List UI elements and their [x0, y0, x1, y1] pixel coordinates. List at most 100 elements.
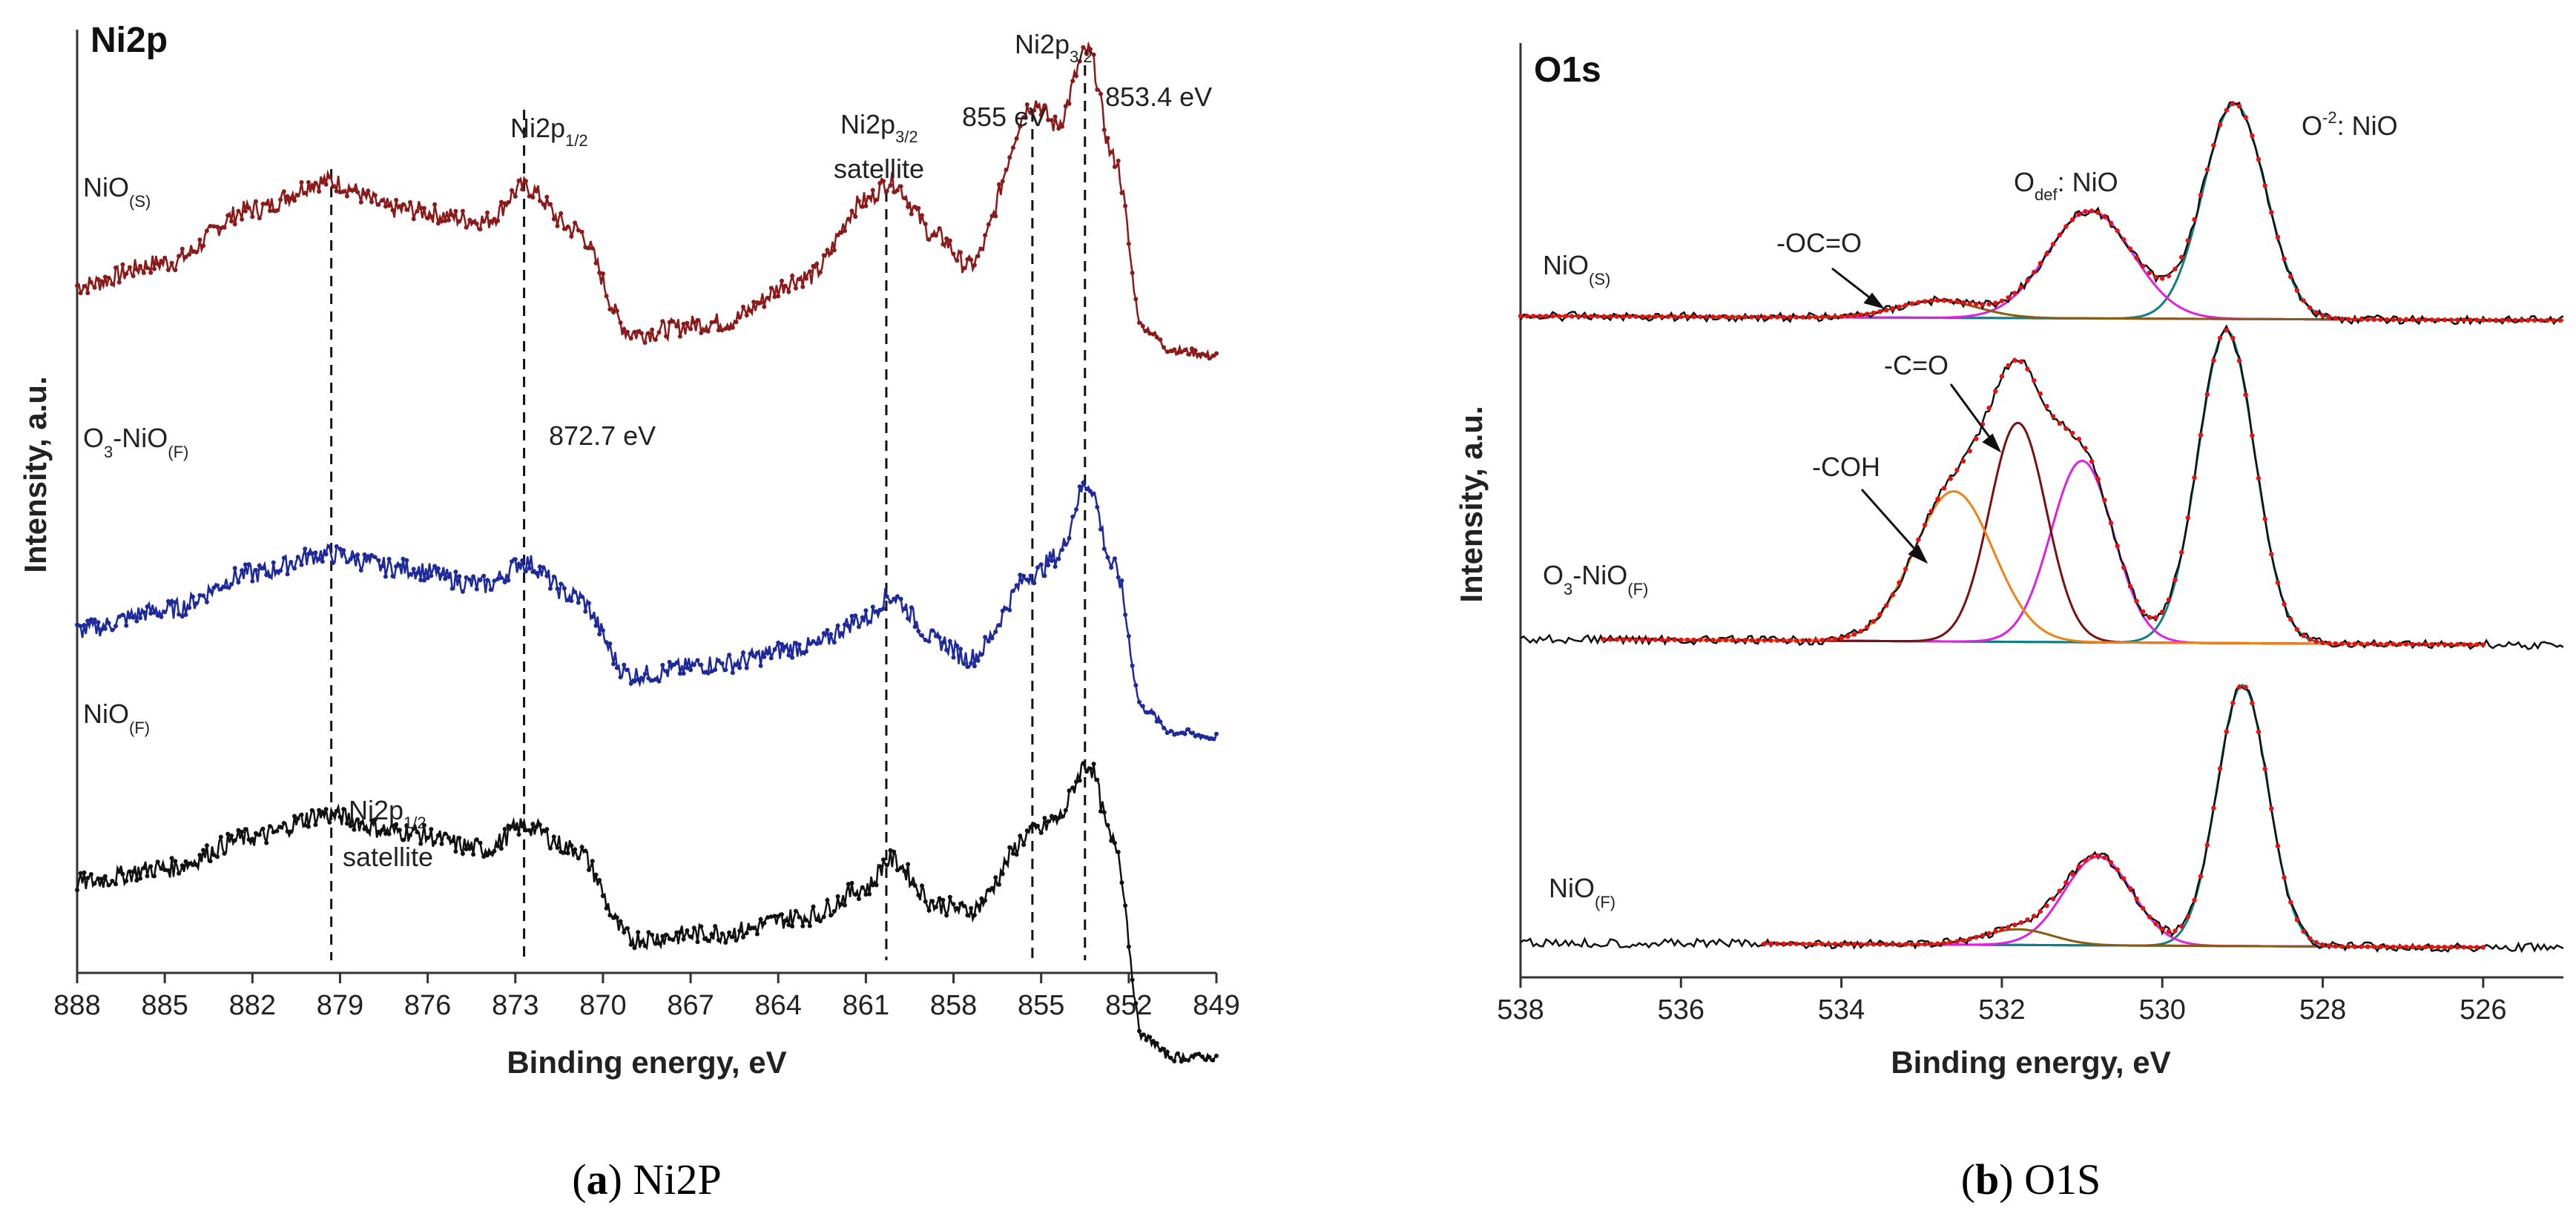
fit-point	[1582, 314, 1587, 319]
fit-point	[1646, 637, 1652, 642]
component-o-2-nio	[1521, 102, 2563, 322]
fit-point	[2436, 641, 2441, 647]
fit-point	[1967, 301, 1972, 306]
data-point	[664, 669, 668, 674]
data-point	[874, 882, 879, 888]
data-point	[622, 662, 627, 667]
data-point	[853, 214, 858, 219]
data-point	[1038, 831, 1044, 835]
fit-point	[2301, 633, 2306, 638]
fit-point	[1665, 637, 1671, 642]
data-point	[758, 300, 763, 306]
data-point	[895, 868, 900, 873]
data-point	[719, 328, 725, 333]
data-point	[776, 640, 781, 645]
data-point	[88, 872, 93, 877]
data-point	[1056, 126, 1061, 131]
data-point	[285, 829, 290, 834]
data-point	[786, 922, 791, 928]
data-point	[639, 331, 644, 336]
data-point	[849, 880, 854, 885]
data-point	[1112, 556, 1117, 561]
data-point	[1000, 871, 1005, 877]
fit-point	[2179, 549, 2184, 555]
data-point	[415, 208, 420, 214]
data-point	[208, 859, 213, 864]
annotation-ni2p12-satellite-line2: satellite	[343, 842, 433, 872]
data-point	[888, 599, 893, 604]
data-point	[334, 808, 339, 813]
fit-point	[2173, 928, 2178, 934]
data-point	[523, 828, 528, 833]
data-point	[1046, 117, 1051, 122]
fit-point	[2173, 266, 2178, 271]
data-point	[825, 897, 830, 902]
fit-point	[2211, 142, 2216, 148]
panel-b-series	[1518, 101, 2564, 954]
fit-point	[1960, 300, 1966, 306]
fit-point	[2551, 317, 2557, 323]
data-point	[825, 627, 830, 633]
data-point	[225, 585, 231, 590]
data-point	[1105, 136, 1110, 141]
data-point	[713, 667, 718, 673]
fit-point	[1788, 941, 1793, 947]
data-point	[846, 217, 851, 222]
data-point	[309, 183, 314, 188]
data-point	[372, 193, 378, 198]
data-point	[148, 270, 154, 275]
data-point	[898, 596, 903, 601]
data-point	[1098, 526, 1103, 532]
data-point	[457, 836, 462, 840]
data-point	[1004, 860, 1009, 865]
data-point	[1063, 542, 1068, 547]
data-point	[1070, 514, 1075, 519]
fit-point	[2494, 317, 2499, 323]
data-point	[274, 828, 280, 833]
data-point	[498, 575, 504, 581]
fit-point	[2269, 210, 2274, 215]
data-point	[892, 190, 897, 194]
data-point	[341, 807, 346, 812]
data-point	[870, 188, 875, 193]
data-point	[1168, 349, 1173, 354]
data-point	[510, 559, 514, 564]
data-point	[947, 894, 952, 899]
fit-point	[1601, 314, 1607, 319]
arrow-coh	[1860, 489, 1923, 557]
data-point	[201, 593, 206, 598]
data-point	[702, 328, 707, 333]
data-point	[993, 630, 998, 634]
data-point	[1179, 730, 1184, 736]
data-point	[831, 640, 837, 645]
data-point	[660, 934, 665, 939]
fit-point	[2500, 317, 2505, 323]
fit-point	[1736, 314, 1742, 320]
fit-point	[2313, 639, 2319, 644]
fit-point	[2179, 254, 2184, 260]
data-point	[1137, 1029, 1142, 1034]
fit-point	[2275, 843, 2281, 849]
data-point	[327, 820, 332, 825]
data-point	[1203, 735, 1208, 740]
data-point	[495, 843, 501, 848]
data-point	[579, 229, 584, 234]
data-point	[853, 892, 858, 897]
fit-point	[2250, 433, 2255, 438]
data-point	[204, 599, 209, 604]
fit-point	[1916, 942, 1921, 947]
data-point	[969, 661, 974, 666]
data-point	[1182, 348, 1187, 352]
fit-point	[2192, 475, 2197, 481]
data-point	[485, 210, 490, 215]
fit-point	[2102, 855, 2107, 860]
data-point	[537, 564, 542, 570]
data-point	[530, 570, 536, 575]
fit-point	[2480, 642, 2486, 647]
fit-point	[2243, 115, 2248, 120]
data-point	[674, 324, 679, 329]
fit-point	[2474, 945, 2480, 950]
data-point	[1074, 507, 1078, 512]
fit-point	[1768, 314, 1773, 320]
data-point	[1060, 124, 1064, 129]
